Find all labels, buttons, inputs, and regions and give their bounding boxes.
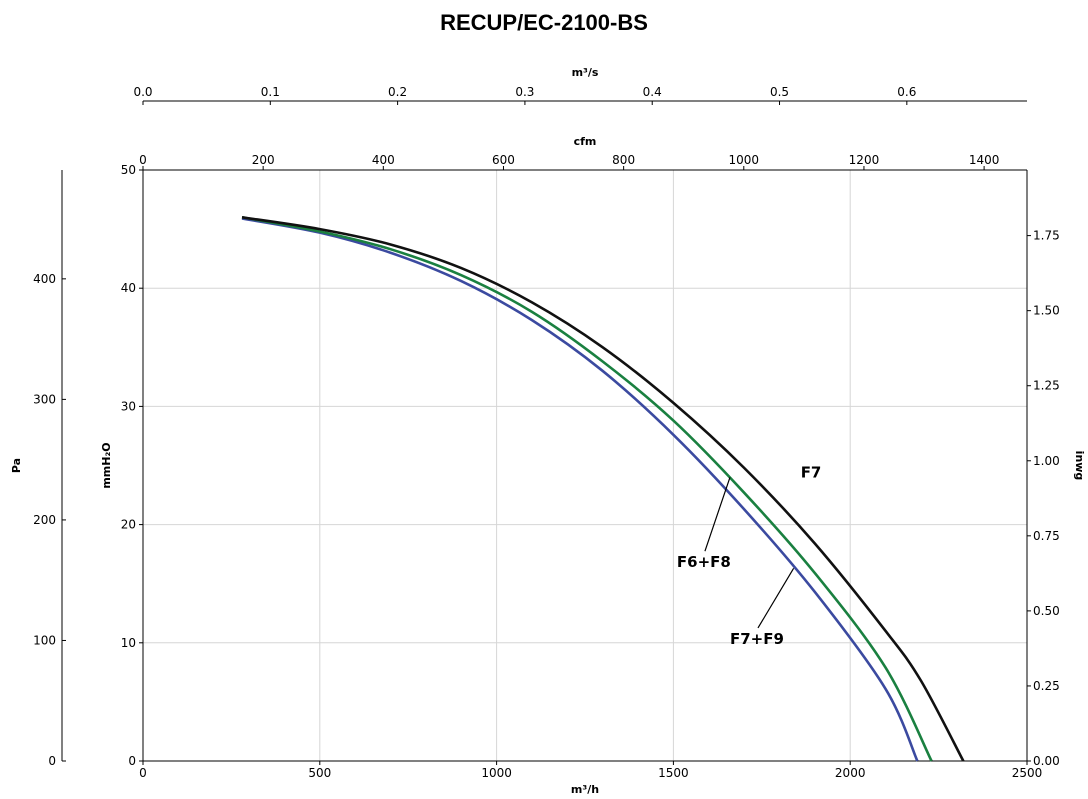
right-tick-label: 1.25 <box>1033 379 1060 393</box>
annotation-label: F6+F8 <box>677 553 731 571</box>
top-inner-tick-label: 1200 <box>849 153 880 167</box>
left-outer-tick-label: 300 <box>33 392 56 406</box>
bottom-tick-label: 1000 <box>481 766 512 780</box>
top-inner-tick-label: 0 <box>139 153 147 167</box>
right-axis-label: inwg <box>1073 451 1086 481</box>
bottom-tick-label: 0 <box>139 766 147 780</box>
top-outer-tick-label: 0.4 <box>643 85 662 99</box>
annotation-leader-line <box>757 568 795 629</box>
series-line-f6-f8 <box>241 216 933 762</box>
top-outer-axis-label: m³/s <box>572 66 599 79</box>
series-line-f7-f9 <box>241 217 919 762</box>
top-inner-tick-label: 400 <box>372 153 395 167</box>
left-inner-tick-label: 0 <box>128 754 136 768</box>
top-outer-tick-label: 0.1 <box>261 85 280 99</box>
series <box>241 215 965 762</box>
left-outer-tick-label: 100 <box>33 633 56 647</box>
right-tick-label: 1.75 <box>1033 229 1060 243</box>
left-inner-tick-label: 20 <box>121 518 136 532</box>
left-inner-tick-label: 10 <box>121 636 136 650</box>
left-outer-axis-label: Pa <box>10 458 23 473</box>
top-outer-tick-label: 0.5 <box>770 85 789 99</box>
top-outer-tick-label: 0.3 <box>515 85 534 99</box>
top-inner-tick-label: 600 <box>492 153 515 167</box>
top-inner-tick-label: 800 <box>612 153 635 167</box>
left-outer-tick-label: 0 <box>48 754 56 768</box>
right-tick-label: 0.00 <box>1033 754 1060 768</box>
right-tick-label: 0.75 <box>1033 529 1060 543</box>
top-outer-tick-label: 0.0 <box>133 85 152 99</box>
right-tick-label: 0.50 <box>1033 604 1060 618</box>
right-tick-label: 1.00 <box>1033 454 1060 468</box>
right-tick-label: 1.50 <box>1033 304 1060 318</box>
grid <box>143 170 1027 761</box>
right-tick-label: 0.25 <box>1033 679 1060 693</box>
top-inner-tick-label: 200 <box>252 153 275 167</box>
bottom-tick-label: 1500 <box>658 766 689 780</box>
left-inner-tick-label: 30 <box>121 399 136 413</box>
bottom-axis-label: m³/h <box>571 783 599 796</box>
top-inner-axis-label: cfm <box>574 135 597 148</box>
left-inner-tick-label: 50 <box>121 163 136 177</box>
chart-title: RECUP/EC-2100-BS <box>440 10 648 35</box>
left-outer-tick-label: 400 <box>33 272 56 286</box>
annotations: F7 F6+F8 F7+F9 <box>677 463 821 648</box>
annotation-leader-line <box>704 477 731 552</box>
top-outer-tick-label: 0.6 <box>897 85 916 99</box>
series-line-f7 <box>241 215 965 762</box>
annotation-label: F7 <box>801 463 822 481</box>
top-inner-tick-label: 1000 <box>729 153 760 167</box>
left-outer-tick-label: 200 <box>33 513 56 527</box>
top-inner-tick-label: 1400 <box>969 153 1000 167</box>
left-inner-axis-label: mmH₂O <box>100 442 113 488</box>
left-inner-tick-label: 40 <box>121 281 136 295</box>
bottom-tick-label: 2500 <box>1012 766 1043 780</box>
top-outer-tick-label: 0.2 <box>388 85 407 99</box>
annotation-label: F7+F9 <box>730 630 784 648</box>
bottom-tick-label: 2000 <box>835 766 866 780</box>
bottom-tick-label: 500 <box>308 766 331 780</box>
